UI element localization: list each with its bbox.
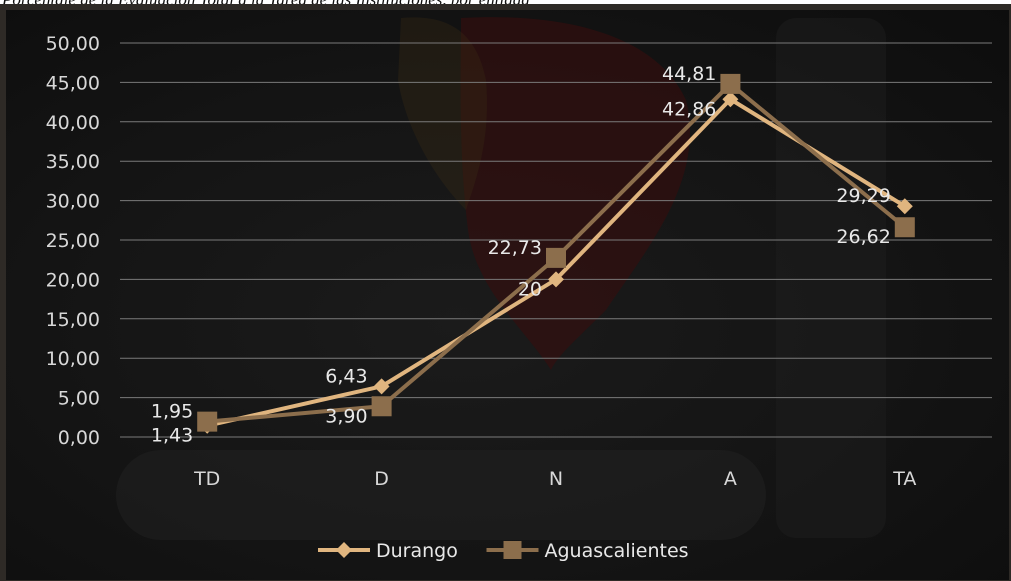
data-label: 3,90 [325,405,367,427]
line-chart: 0,00 5,00 10,00 15,00 20,00 25,00 30,00 35,00 40… [46,17,992,562]
data-point-diamond [896,198,913,215]
data-point-diamond [722,91,739,108]
x-tick-label: N [549,468,563,490]
data-point-diamond [548,271,564,288]
y-tick-label: 0,00 [58,427,100,449]
y-tick-label: 20,00 [46,269,100,291]
data-label: 44,81 [662,63,716,85]
background-decoration [116,17,886,540]
x-tick-label: TA [892,468,916,490]
x-axis-ticks: TD D N A TA [193,468,916,490]
y-tick-label: 40,00 [46,112,100,134]
x-tick-label: TD [193,468,220,490]
data-label: 42,86 [662,98,716,120]
y-tick-label: 45,00 [46,72,100,94]
y-axis-ticks: 0,00 5,00 10,00 15,00 20,00 25,00 30,00 35,00 40… [46,33,100,449]
data-label: 1,95 [151,401,193,423]
data-point-square [197,411,218,432]
data-point-square [546,247,566,268]
legend: Durango Aguascalientes [318,540,689,562]
data-label: 26,62 [836,226,890,248]
data-label: 20 [518,278,542,300]
y-tick-label: 50,00 [46,33,100,55]
data-label: 6,43 [325,365,367,387]
legend-marker [503,541,522,559]
legend-label: Aguascalientes [545,540,689,562]
y-tick-label: 10,00 [46,348,100,370]
data-point-square [894,217,915,238]
legend-marker [336,542,352,558]
gridlines [120,42,992,438]
y-tick-label: 30,00 [46,191,100,213]
series-lines [197,73,915,434]
data-label: 29,29 [836,185,890,207]
x-tick-label: A [724,468,737,490]
y-tick-label: 5,00 [58,388,100,410]
data-labels: 1,43 6,43 20 42,86 29,29 1,95 3,90 22,73 44,81 26… [151,63,891,447]
y-tick-label: 35,00 [46,151,100,173]
legend-label: Durango [376,540,458,562]
chart-area: 0,00 5,00 10,00 15,00 20,00 25,00 30,00 35,00 40… [6,10,1009,580]
chart-frame: 0,00 5,00 10,00 15,00 20,00 25,00 30,00 35,00 40… [0,4,1011,581]
data-point-square [720,73,741,94]
y-tick-label: 15,00 [46,309,100,331]
series-aguascalientes [197,73,915,432]
x-tick-label: D [374,468,389,490]
data-point-square [371,396,392,417]
data-point-diamond [373,378,390,395]
data-label: 1,43 [151,425,193,447]
data-label: 22,73 [488,237,542,259]
y-tick-label: 25,00 [46,230,100,252]
